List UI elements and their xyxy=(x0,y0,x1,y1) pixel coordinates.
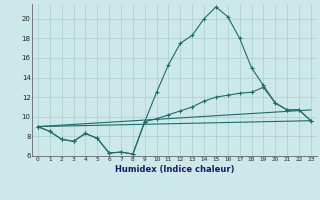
X-axis label: Humidex (Indice chaleur): Humidex (Indice chaleur) xyxy=(115,165,234,174)
